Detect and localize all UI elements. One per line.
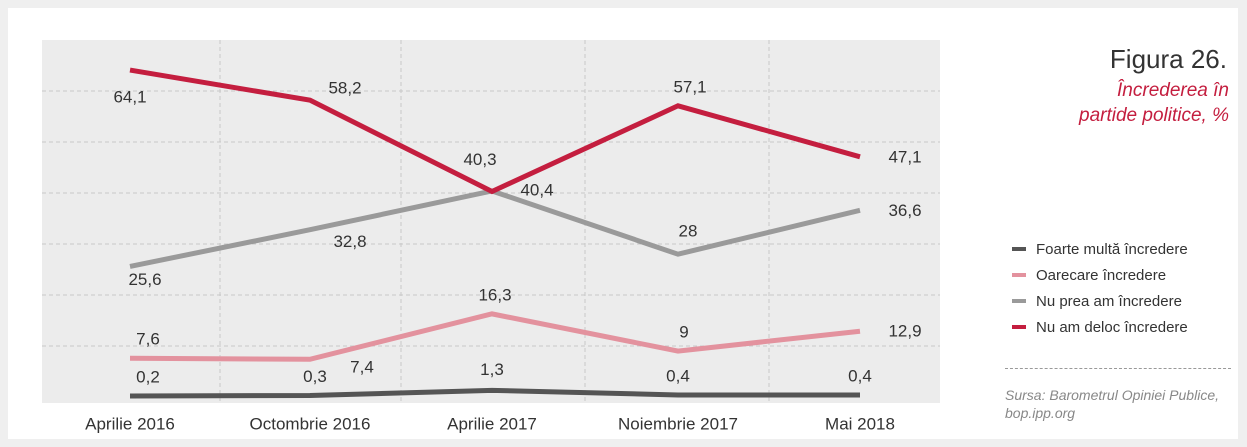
- chart-subtitle: Încrederea în partide politice, %: [1079, 80, 1229, 126]
- legend-swatch: [1012, 299, 1026, 303]
- data-label: 57,1: [673, 77, 706, 96]
- data-label: 9: [679, 323, 688, 342]
- source-text: Barometrul Opiniei Publice, bop.ipp.org: [1005, 387, 1219, 421]
- data-label: 0,3: [303, 367, 327, 386]
- data-label: 0,4: [848, 366, 872, 385]
- series-line: [129, 311, 861, 362]
- x-tick-label: Mai 2018: [825, 414, 895, 433]
- data-label: 25,6: [128, 270, 161, 289]
- legend-item: Nu am deloc încredere: [1012, 314, 1188, 340]
- source-label: Sursa:: [1005, 387, 1046, 403]
- data-label: 36,6: [888, 201, 921, 220]
- legend: Foarte multă încredere Oarecare încredere…: [1012, 236, 1188, 340]
- data-label: 16,3: [478, 285, 511, 304]
- data-label: 0,2: [136, 367, 160, 386]
- legend-item: Oarecare încredere: [1012, 262, 1188, 288]
- data-label: 1,3: [480, 360, 504, 379]
- data-label: 0,4: [666, 366, 690, 385]
- chart-title: Figura 26.: [1109, 44, 1227, 74]
- legend-label: Foarte multă încredere: [1036, 240, 1188, 258]
- plot-background: [42, 40, 940, 403]
- data-label: 40,4: [520, 180, 553, 199]
- legend-swatch: [1012, 325, 1026, 329]
- legend-item: Nu prea am încredere: [1012, 288, 1188, 314]
- legend-swatch: [1012, 273, 1026, 277]
- x-tick-label: Octombrie 2016: [250, 414, 371, 433]
- x-tick-label: Noiembrie 2017: [618, 414, 738, 433]
- series-line: [129, 67, 861, 195]
- data-label: 40,3: [463, 150, 496, 169]
- data-label: 7,4: [350, 358, 374, 377]
- series-line: [129, 387, 860, 399]
- legend-label: Nu am deloc încredere: [1036, 318, 1188, 336]
- legend-item: Foarte multă încredere: [1012, 236, 1188, 262]
- legend-swatch: [1012, 247, 1026, 251]
- data-label: 32,8: [333, 232, 366, 251]
- data-label: 28: [679, 222, 698, 241]
- x-tick-label: Aprilie 2017: [447, 414, 537, 433]
- legend-label: Nu prea am încredere: [1036, 292, 1182, 310]
- data-label: 47,1: [888, 147, 921, 166]
- separator: [1005, 368, 1231, 369]
- legend-label: Oarecare încredere: [1036, 266, 1167, 284]
- data-label: 12,9: [888, 322, 921, 341]
- source: Sursa: Barometrul Opiniei Publice, bop.i…: [1005, 386, 1225, 422]
- data-label: 58,2: [328, 79, 361, 98]
- x-tick-label: Aprilie 2016: [85, 414, 175, 433]
- data-label: 7,6: [136, 330, 160, 349]
- data-label: 64,1: [113, 88, 146, 107]
